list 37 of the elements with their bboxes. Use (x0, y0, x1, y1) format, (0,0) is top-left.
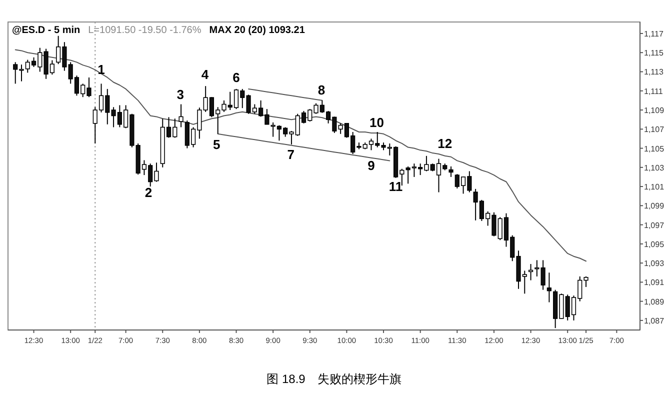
y-tick-label: 1,105 (644, 144, 665, 154)
annotation: 1 (98, 62, 105, 78)
annotation: 12 (438, 136, 452, 151)
annotation: 4 (201, 67, 210, 82)
y-tick-label: 1,097 (644, 220, 665, 230)
annotation: L=1091.50 -19.50 -1.76% (88, 25, 202, 36)
y-tick-label: 1,113 (644, 68, 664, 77)
y-tick-label: 1,109 (644, 106, 665, 115)
annotation: 7 (287, 146, 294, 162)
y-tick-label: 1,117 (644, 29, 664, 38)
y-tick-label: 1,115 (644, 48, 664, 58)
y-tick-label: 1,089 (644, 297, 665, 306)
chart-subtitle: @ES.D - 5 min (12, 25, 80, 36)
y-tick-label: 1,103 (644, 163, 665, 172)
candlestick (178, 104, 184, 128)
annotation: MAX 20 (20) 1093.21 (209, 25, 306, 36)
y-tick-label: 1,091 (644, 278, 665, 288)
y-tick-label: 1,107 (644, 125, 665, 134)
annotation: 11 (388, 178, 403, 194)
text: 图 18.9 失败的楔形牛旗 (266, 372, 402, 386)
y-tick-label: 1,099 (644, 202, 665, 211)
y-tick-label: 1,101 (644, 182, 665, 192)
annotation: 5 (213, 136, 220, 152)
candlestick (528, 264, 534, 281)
annotation: 8 (318, 82, 326, 98)
candlestick (546, 272, 552, 303)
annotation: 6 (232, 70, 240, 85)
annotation: 10 (370, 114, 384, 130)
y-tick-label: 1,095 (644, 240, 665, 249)
annotation: 2 (144, 185, 152, 200)
candlestick (448, 166, 454, 178)
candlestick (540, 260, 546, 290)
annotation: 3 (176, 87, 184, 102)
annotation: 9 (368, 158, 375, 173)
y-tick-label: 1,093 (644, 259, 665, 268)
y-tick-label: 1,087 (644, 316, 665, 326)
y-tick-label: 1,111 (644, 86, 664, 96)
